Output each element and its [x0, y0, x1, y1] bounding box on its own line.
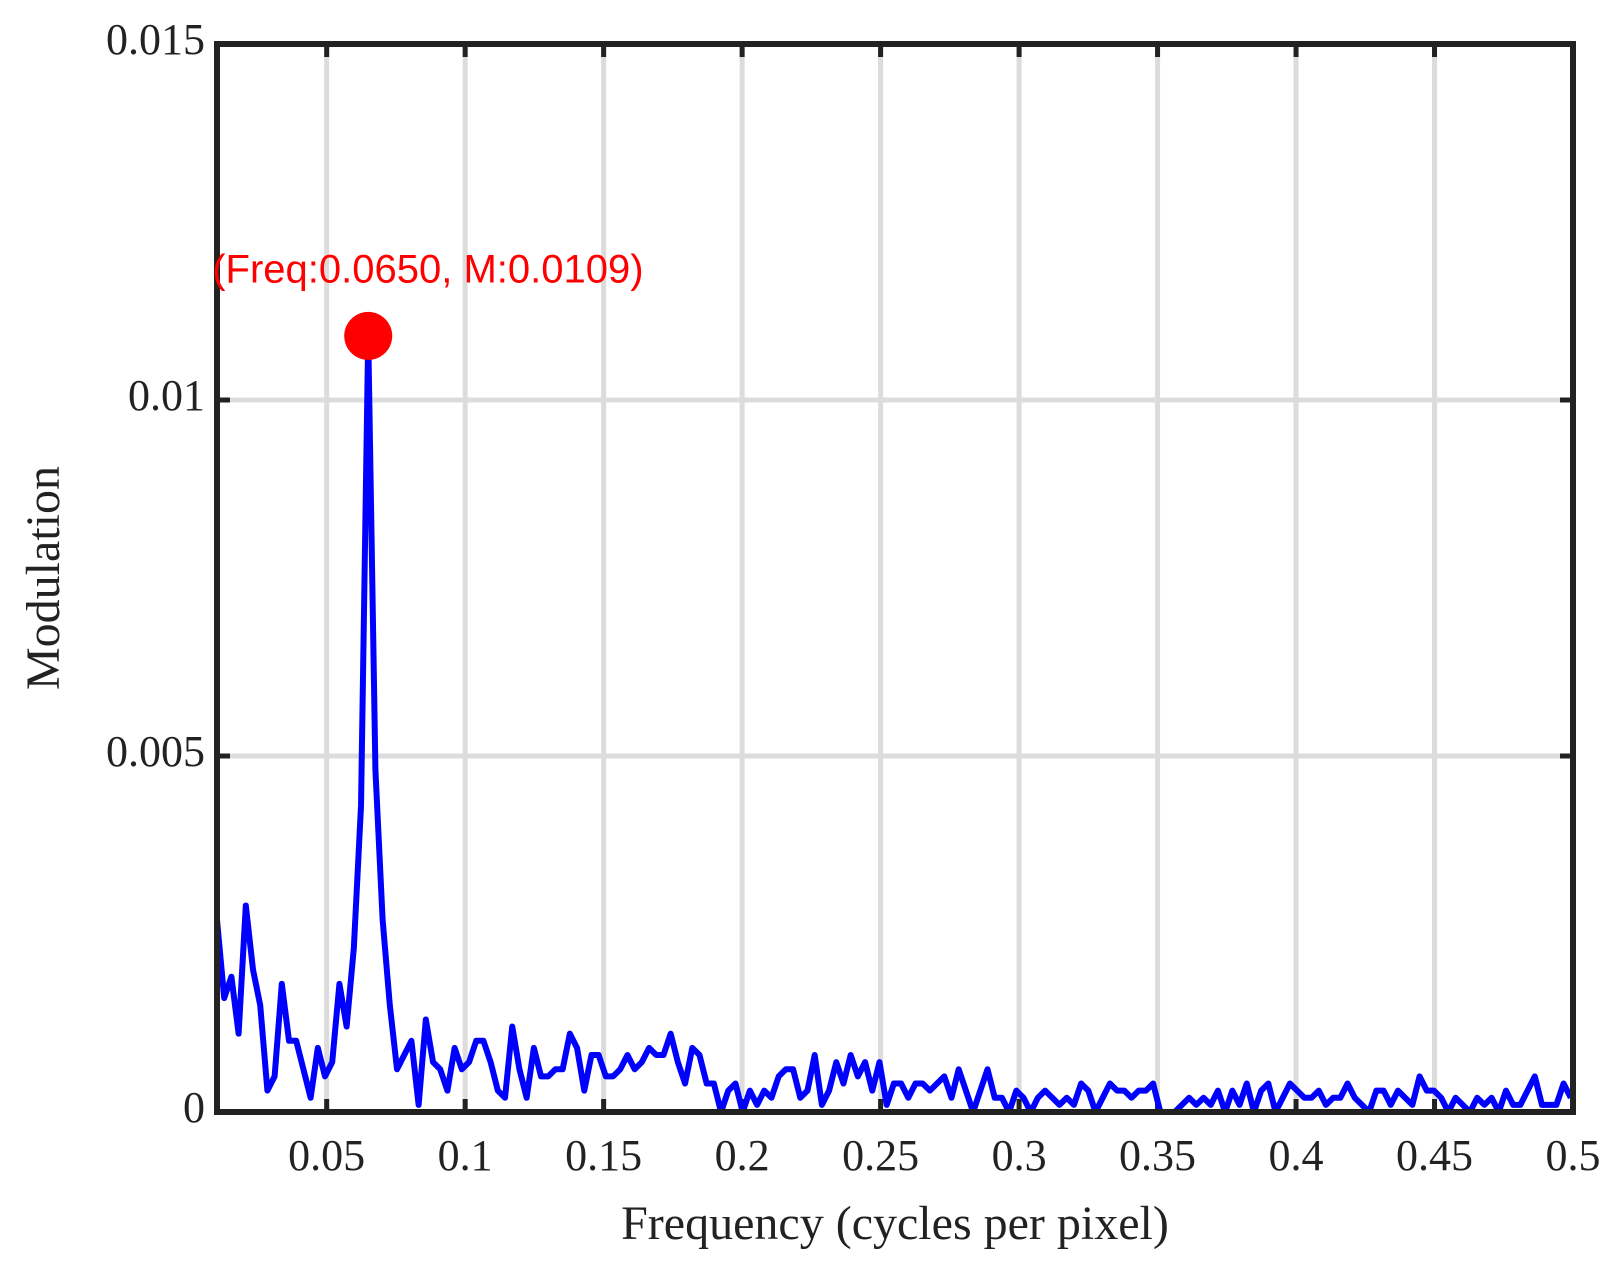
- data-line: [214, 332, 1574, 1115]
- y-tick-label: 0.01: [128, 371, 205, 420]
- x-tick-label: 0.2: [715, 1131, 770, 1180]
- x-tick-label: 0.5: [1546, 1131, 1601, 1180]
- x-tick-label: 0.45: [1396, 1131, 1473, 1180]
- y-tick-label: 0.015: [106, 15, 205, 64]
- plot-frame: [214, 41, 1576, 1115]
- x-tick-label: 0.25: [842, 1131, 919, 1180]
- peak-marker: [344, 311, 393, 360]
- x-tick-label: 0.1: [438, 1131, 493, 1180]
- x-tick-label: 0.3: [992, 1131, 1047, 1180]
- x-tick-label: 0.05: [288, 1131, 365, 1180]
- x-tick-label: 0.4: [1269, 1131, 1324, 1180]
- y-axis-label: Modulation: [17, 466, 70, 690]
- peak-annotation: (Freq:0.0650, M:0.0109): [212, 247, 643, 291]
- x-tick-label: 0.35: [1119, 1131, 1196, 1180]
- x-axis-label: Frequency (cycles per pixel): [621, 1197, 1169, 1250]
- x-tick-label: 0.15: [565, 1131, 642, 1180]
- y-tick-label: 0.005: [106, 727, 205, 776]
- y-tick-label: 0: [183, 1083, 205, 1132]
